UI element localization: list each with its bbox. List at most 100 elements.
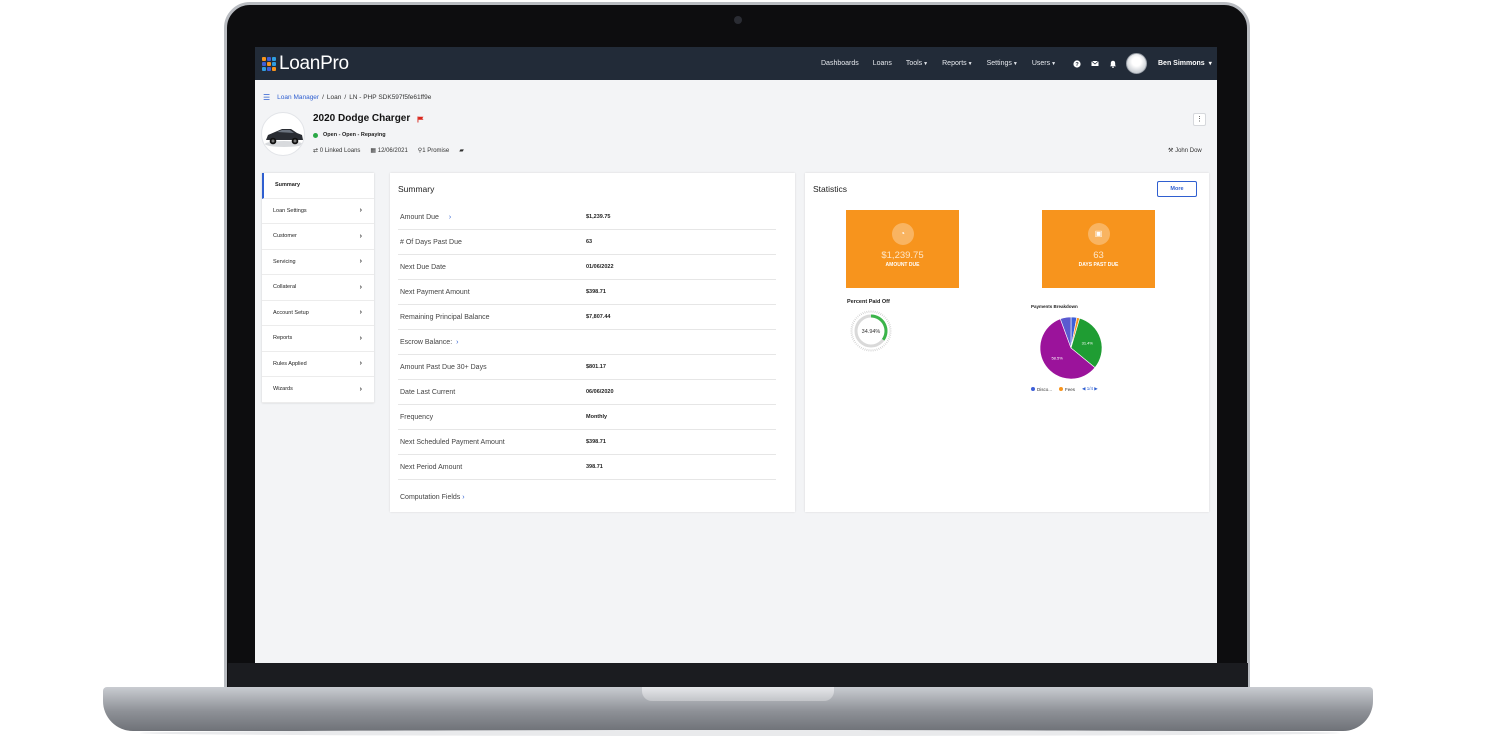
gauge-tick xyxy=(852,338,855,340)
nav-settings[interactable]: Settings▼ xyxy=(987,60,1018,67)
side-item-label: Loan Settings xyxy=(273,207,307,214)
user-name: Ben Simmons xyxy=(1158,60,1205,67)
gauge-tick xyxy=(862,312,864,315)
legend-item-fees[interactable]: Fees xyxy=(1059,387,1075,392)
breadcrumb-separator: / xyxy=(344,94,347,101)
flag-icon[interactable] xyxy=(417,116,424,125)
gauge-tick xyxy=(881,314,884,317)
pie-chart-icon: ◔ xyxy=(891,223,914,245)
tile-label: AMOUNT DUE xyxy=(885,262,920,268)
row-label: Next Due Date xyxy=(400,263,446,271)
more-button[interactable]: More xyxy=(1157,181,1197,197)
side-item-label: Collateral xyxy=(273,284,297,291)
summary-row-next-period-amount: Next Period Amount 398.71 xyxy=(398,455,776,480)
side-item-wizards[interactable]: Wizards › xyxy=(262,377,374,403)
gauge-tick xyxy=(857,315,859,318)
nav-tools[interactable]: Tools▼ xyxy=(906,60,928,67)
gauge-tick xyxy=(855,343,858,345)
vehicle-image xyxy=(261,112,305,156)
nav-icons: ? xyxy=(1073,47,1117,80)
side-item-account-setup[interactable]: Account Setup › xyxy=(262,301,374,326)
side-item-collateral[interactable]: Collateral › xyxy=(262,275,374,301)
side-item-customer[interactable]: Customer › xyxy=(262,224,374,250)
row-label: Amount Due xyxy=(400,213,439,221)
avatar[interactable] xyxy=(1126,53,1147,74)
side-item-rules-applied[interactable]: Rules Applied › xyxy=(262,352,374,377)
breadcrumb-loan[interactable]: Loan xyxy=(326,94,342,101)
status-badge: Open - Open - Repaying xyxy=(313,132,386,138)
help-icon[interactable]: ? xyxy=(1073,59,1081,68)
linked-loans[interactable]: ⇄ 0 Linked Loans xyxy=(313,147,360,154)
gauge-tick xyxy=(886,340,889,342)
side-item-summary[interactable]: Summary xyxy=(262,173,374,199)
folder-icon[interactable]: ▰ xyxy=(459,148,464,154)
side-item-servicing[interactable]: Servicing › xyxy=(262,250,374,275)
promise[interactable]: ⚲1 Promise xyxy=(418,147,449,154)
breadcrumb-separator: / xyxy=(322,94,324,101)
topbar: LoanPro Dashboards Loans Tools▼ Reports▼… xyxy=(255,47,1217,80)
row-value: $398.71 xyxy=(586,439,606,445)
chevron-right-icon: › xyxy=(359,334,362,342)
loan-owner[interactable]: ⚒ John Dow xyxy=(1168,147,1202,154)
nav-loans[interactable]: Loans xyxy=(873,60,892,67)
gauge-tick xyxy=(888,336,891,338)
row-label: Next Scheduled Payment Amount xyxy=(400,438,505,446)
nav-dashboards[interactable]: Dashboards xyxy=(821,60,859,67)
pager-next-icon[interactable]: ▶ xyxy=(1094,386,1098,391)
legend-dot-icon xyxy=(1059,387,1064,392)
logo[interactable]: LoanPro xyxy=(262,53,349,75)
nav-label: Tools xyxy=(905,60,923,67)
mail-icon[interactable] xyxy=(1091,60,1099,67)
logo-text: LoanPro xyxy=(279,53,349,74)
hamburger-menu-icon[interactable]: ☰ xyxy=(263,93,271,102)
bell-icon[interactable] xyxy=(1109,60,1117,68)
side-item-reports[interactable]: Reports › xyxy=(262,326,374,352)
summary-panel: Summary Amount Due › $1,239.75 # Of Days … xyxy=(390,173,795,512)
side-item-label: Reports xyxy=(273,335,293,342)
chevron-right-icon: › xyxy=(359,207,362,215)
nav-label: Reports xyxy=(942,60,967,67)
chevron-right-icon[interactable]: › xyxy=(448,213,452,221)
pie-slice-4[interactable] xyxy=(1059,316,1072,349)
more-options-icon[interactable]: ⋮ xyxy=(1193,113,1206,126)
row-label: Amount Past Due 30+ Days xyxy=(400,363,487,371)
side-item-label: Customer xyxy=(273,233,297,240)
calendar-icon: ▦ xyxy=(370,148,377,154)
breadcrumb-loan-manager[interactable]: Loan Manager xyxy=(277,94,320,101)
logo-grid-icon xyxy=(262,57,276,71)
gauge-tick xyxy=(853,320,856,322)
row-label: Escrow Balance: xyxy=(400,338,453,346)
nav-users[interactable]: Users▼ xyxy=(1032,60,1056,67)
pager-text: 1/4 xyxy=(1086,386,1094,391)
gauge-tick xyxy=(883,315,885,318)
chevron-right-icon[interactable]: › xyxy=(456,338,459,346)
row-label: Next Period Amount xyxy=(400,463,463,471)
gauge-tick xyxy=(876,311,878,314)
legend-label: Disco... xyxy=(1037,386,1053,392)
summary-row-amount-past-due-30: Amount Past Due 30+ Days $801.17 xyxy=(398,355,776,380)
loan-date-label: 12/06/2021 xyxy=(377,148,408,154)
gauge-tick xyxy=(854,341,857,344)
nav-reports[interactable]: Reports▼ xyxy=(942,60,972,67)
svg-text:?: ? xyxy=(1075,62,1079,68)
chevron-right-icon: › xyxy=(462,494,465,501)
pie-slice-2[interactable] xyxy=(1070,317,1103,369)
calendar-icon: ▣ xyxy=(1087,223,1110,245)
gauge-tick xyxy=(880,346,882,349)
summary-row-escrow-balance: Escrow Balance: › xyxy=(398,330,776,355)
pie-slice-3[interactable] xyxy=(1039,318,1096,380)
caret-down-icon: ▼ xyxy=(1012,61,1018,67)
caret-down-icon: ▼ xyxy=(1051,61,1057,67)
user-menu[interactable]: Ben Simmons ▾ xyxy=(1158,47,1212,80)
days-past-due-tile: ▣ 63 DAYS PAST DUE xyxy=(1042,210,1155,288)
computation-fields-link[interactable]: Computation Fields › xyxy=(400,494,465,501)
legend-item-disco[interactable]: Disco... xyxy=(1031,387,1052,392)
status-text: Open - Open - Repaying xyxy=(323,132,386,138)
gauge-tick xyxy=(864,348,866,351)
row-label: # Of Days Past Due xyxy=(400,238,462,246)
side-item-loan-settings[interactable]: Loan Settings › xyxy=(262,199,374,224)
pie-slice-label: 58.5% xyxy=(1051,355,1063,360)
gauge-tick xyxy=(888,324,891,326)
gauge-tick xyxy=(851,324,854,326)
pager-prev-icon[interactable]: ◀ xyxy=(1082,386,1086,391)
